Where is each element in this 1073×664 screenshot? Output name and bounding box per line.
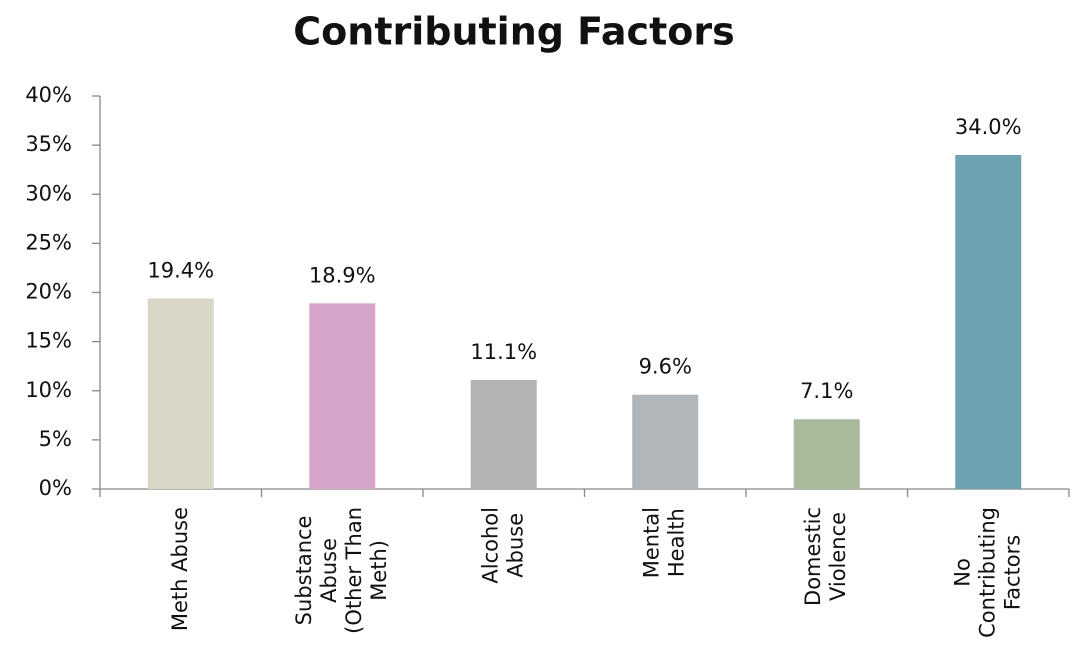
data-label: 34.0% xyxy=(955,115,1022,139)
y-tick-label: 5% xyxy=(39,427,72,451)
y-tick-label: 15% xyxy=(25,329,72,353)
x-tick-label: Mental xyxy=(640,507,664,578)
y-tick-label: 20% xyxy=(25,280,72,304)
y-tick-label: 40% xyxy=(25,83,72,107)
y-tick-label: 35% xyxy=(25,132,72,156)
x-tick-label: Abuse xyxy=(503,513,527,578)
x-tick-label: Health xyxy=(665,508,689,577)
x-tick-label: Abuse xyxy=(317,538,341,603)
x-tick-label: Violence xyxy=(826,512,850,601)
x-tick-label: Meth Abuse xyxy=(168,507,192,631)
chart-title: Contributing Factors xyxy=(293,10,734,54)
bar xyxy=(793,419,860,489)
y-tick-label: 25% xyxy=(25,230,72,254)
bar xyxy=(309,303,376,489)
x-tick-label: Substance xyxy=(292,516,316,626)
data-label: 18.9% xyxy=(309,263,376,287)
bar xyxy=(470,379,537,489)
x-tick-label: Domestic xyxy=(801,507,825,606)
data-label: 11.1% xyxy=(470,340,537,364)
y-tick-label: 0% xyxy=(39,476,72,500)
bar xyxy=(955,154,1022,489)
data-label: 9.6% xyxy=(639,355,692,379)
data-label: 19.4% xyxy=(147,258,214,282)
y-tick-label: 30% xyxy=(25,181,72,205)
x-tick-label: Meth) xyxy=(367,540,391,601)
bar xyxy=(632,394,699,489)
bar xyxy=(147,298,214,489)
x-tick-label: No xyxy=(950,558,974,587)
y-tick-label: 10% xyxy=(25,378,72,402)
x-tick-label: (Other Than xyxy=(342,507,366,634)
x-tick-label: Factors xyxy=(1000,535,1024,610)
data-label: 7.1% xyxy=(800,379,853,403)
x-tick-label: Contributing xyxy=(975,507,999,638)
x-tick-label: Alcohol xyxy=(478,507,502,584)
